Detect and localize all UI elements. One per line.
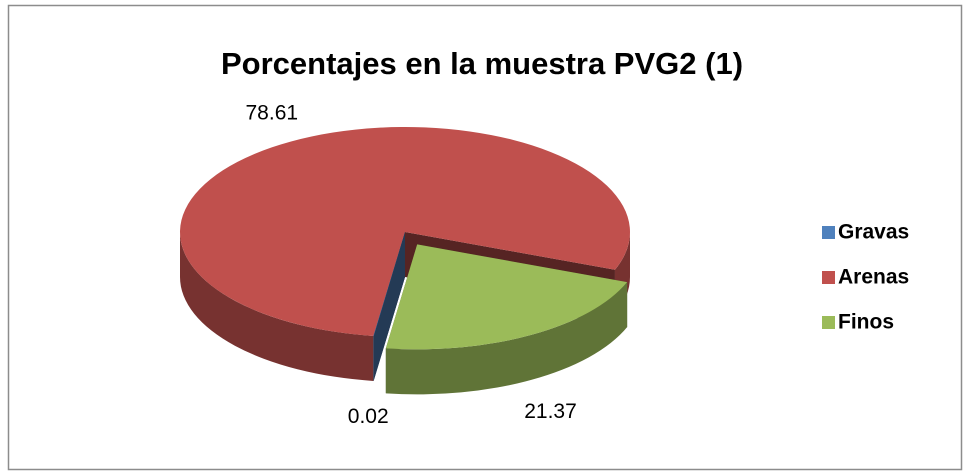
slice bbox=[373, 232, 405, 336]
chart-title: Porcentajes en la muestra PVG2 (1) bbox=[221, 46, 743, 81]
slice-side bbox=[180, 232, 374, 381]
data-label: 0.02 bbox=[348, 405, 389, 428]
legend-label: Arenas bbox=[838, 266, 909, 289]
legend-label: Finos bbox=[838, 311, 894, 334]
legend: Gravas Arenas Finos bbox=[822, 221, 909, 334]
pie: 78.61 0.02 21.37 bbox=[180, 101, 630, 428]
data-label: 21.37 bbox=[524, 400, 577, 423]
legend-swatch bbox=[822, 226, 835, 239]
data-label: 78.61 bbox=[246, 101, 299, 124]
slice-side bbox=[385, 282, 628, 395]
legend-swatch bbox=[822, 316, 835, 329]
slice bbox=[180, 127, 630, 336]
legend-label: Gravas bbox=[838, 221, 909, 244]
slice-wall bbox=[373, 232, 405, 381]
legend-swatch bbox=[822, 271, 835, 284]
slice bbox=[385, 244, 628, 350]
